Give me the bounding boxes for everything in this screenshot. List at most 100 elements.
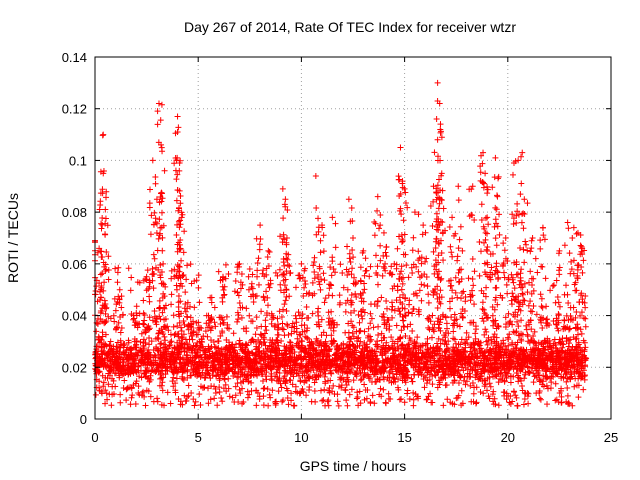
data-point — [580, 386, 587, 393]
data-point — [378, 294, 385, 301]
data-point — [179, 401, 186, 408]
data-point — [416, 287, 423, 294]
data-point — [402, 379, 409, 386]
data-point — [530, 379, 537, 386]
data-point — [480, 390, 487, 397]
data-point — [430, 289, 437, 296]
peak-point — [345, 196, 352, 203]
data-point — [409, 328, 416, 335]
data-point — [377, 385, 384, 392]
data-point — [225, 270, 232, 277]
data-point — [239, 385, 246, 392]
data-point — [350, 377, 357, 384]
data-point — [98, 253, 105, 260]
data-point — [235, 292, 242, 299]
data-point — [556, 390, 563, 397]
data-point — [205, 400, 212, 407]
peak-point — [420, 222, 427, 229]
data-point — [448, 249, 455, 256]
data-point — [410, 396, 417, 403]
data-point — [377, 257, 384, 264]
data-point — [262, 323, 269, 330]
data-point — [367, 310, 374, 317]
data-point — [182, 289, 189, 296]
data-point — [97, 198, 104, 205]
data-point — [201, 375, 208, 382]
data-point — [437, 287, 444, 294]
data-point — [469, 255, 476, 262]
data-point — [450, 344, 457, 351]
data-point — [281, 332, 288, 339]
data-point — [424, 396, 431, 403]
data-point — [140, 297, 147, 304]
data-point — [243, 325, 250, 332]
data-point — [175, 124, 182, 131]
data-point — [440, 205, 447, 212]
data-point — [104, 396, 111, 403]
data-point — [385, 395, 392, 402]
data-point — [361, 328, 368, 335]
data-point — [195, 363, 202, 370]
data-point — [265, 402, 272, 409]
data-point — [448, 282, 455, 289]
peak-point — [155, 100, 162, 107]
data-point — [191, 402, 198, 409]
data-point — [375, 323, 382, 330]
data-point — [115, 264, 122, 271]
data-point — [409, 247, 416, 254]
data-point — [261, 330, 268, 337]
data-point — [482, 229, 489, 236]
data-point — [434, 384, 441, 391]
data-point — [185, 382, 192, 389]
data-point — [301, 284, 308, 291]
data-point — [425, 299, 432, 306]
data-point — [321, 373, 328, 380]
data-point — [456, 236, 463, 243]
data-point — [158, 101, 165, 108]
data-point — [357, 338, 364, 345]
data-point — [263, 327, 270, 334]
data-point — [344, 243, 351, 250]
data-point — [267, 336, 274, 343]
data-point — [257, 236, 264, 243]
data-point — [495, 173, 502, 180]
data-point — [409, 378, 416, 385]
data-point — [469, 380, 476, 387]
data-point — [500, 269, 507, 276]
data-point — [167, 400, 174, 407]
data-point — [215, 268, 222, 275]
data-point — [124, 385, 131, 392]
data-point — [357, 264, 364, 271]
data-point — [121, 377, 128, 384]
peak-point — [116, 286, 123, 293]
data-point — [510, 388, 517, 395]
data-point — [283, 308, 290, 315]
data-point — [484, 230, 491, 237]
data-point — [93, 354, 100, 361]
data-point — [366, 273, 373, 280]
data-point — [385, 390, 392, 397]
data-point — [479, 315, 486, 322]
data-point — [219, 298, 226, 305]
data-point — [521, 395, 528, 402]
data-point — [214, 402, 221, 409]
data-point — [394, 336, 401, 343]
data-point — [569, 402, 576, 409]
data-point — [452, 289, 459, 296]
data-point — [437, 327, 444, 334]
data-point — [158, 190, 165, 197]
data-point — [184, 393, 191, 400]
data-point — [221, 376, 228, 383]
data-point — [195, 284, 202, 291]
data-point — [256, 395, 263, 402]
data-point — [393, 322, 400, 329]
peak-point — [298, 260, 305, 267]
data-point — [400, 217, 407, 224]
data-point — [168, 301, 175, 308]
data-point — [578, 309, 585, 316]
data-point — [336, 292, 343, 299]
data-point — [92, 391, 99, 398]
data-point — [357, 400, 364, 407]
data-point — [343, 382, 350, 389]
data-point — [395, 386, 402, 393]
